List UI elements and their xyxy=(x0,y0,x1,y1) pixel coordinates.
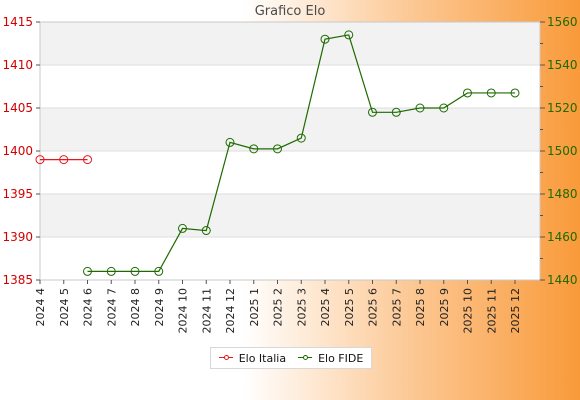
data-point-elo-fide xyxy=(368,107,377,117)
data-point-elo-fide xyxy=(83,266,92,276)
left-axis-tick-label: 1415 xyxy=(2,15,33,29)
series-line-elo-fide xyxy=(87,34,515,272)
data-point-elo-fide xyxy=(130,266,140,276)
left-axis-tick-label: 1405 xyxy=(2,101,33,115)
x-axis-tick-label: 2025 11 xyxy=(485,288,498,334)
data-point-elo-fide xyxy=(344,30,354,40)
data-point-elo-fide xyxy=(154,266,164,276)
x-axis-tick-label: 2025 8 xyxy=(414,288,427,327)
left-axis-tick-label: 1390 xyxy=(2,230,33,244)
x-axis-tick-label: 2025 3 xyxy=(295,288,308,327)
x-axis-tick-label: 2025 6 xyxy=(367,288,380,327)
right-axis-tick-label: 1500 xyxy=(547,144,578,158)
left-axis-tick-label: 1385 xyxy=(2,273,33,287)
grid-band xyxy=(40,108,540,151)
x-axis-tick-label: 2025 7 xyxy=(390,288,403,327)
data-point-elo-fide xyxy=(510,88,520,98)
x-axis-tick-label: 2025 5 xyxy=(343,288,356,327)
data-point-elo-fide xyxy=(320,34,330,44)
x-axis-tick-label: 2025 2 xyxy=(272,288,285,327)
left-axis-tick-label: 1395 xyxy=(2,187,33,201)
x-axis-tick-label: 2024 8 xyxy=(129,288,142,327)
right-axis-tick-label: 1460 xyxy=(547,230,578,244)
data-point-elo-fide xyxy=(249,144,259,154)
data-point-elo-italia xyxy=(59,155,69,165)
x-axis-tick-label: 2025 9 xyxy=(438,288,451,327)
x-axis-tick-label: 2024 9 xyxy=(153,288,166,327)
data-point-elo-fide xyxy=(201,226,211,236)
x-axis-tick-label: 2025 1 xyxy=(248,288,261,327)
legend-item-italia[interactable]: Elo Italia xyxy=(218,351,287,365)
data-point-elo-fide xyxy=(225,137,235,147)
x-axis-tick-label: 2024 6 xyxy=(82,288,95,327)
data-point-elo-fide xyxy=(439,103,449,113)
right-axis-tick-label: 1560 xyxy=(547,15,578,29)
chart-legend: Elo Italia Elo FIDE xyxy=(210,347,372,369)
data-point-elo-fide xyxy=(486,88,496,98)
data-point-elo-italia xyxy=(35,155,45,165)
right-axis-tick-label: 1540 xyxy=(547,58,578,72)
legend-label-fide: Elo FIDE xyxy=(318,351,364,365)
x-axis-tick-label: 2024 11 xyxy=(200,288,213,334)
x-axis-tick-label: 2024 7 xyxy=(105,288,118,327)
grid-band xyxy=(40,22,540,65)
x-axis-tick-label: 2024 10 xyxy=(177,288,190,334)
left-axis-tick-label: 1410 xyxy=(2,58,33,72)
chart-title: Grafico Elo xyxy=(254,4,326,19)
right-axis-tick-label: 1440 xyxy=(547,273,578,287)
legend-label-italia: Elo Italia xyxy=(238,351,287,365)
x-axis-tick-label: 2024 5 xyxy=(58,288,71,327)
left-axis-tick-label: 1400 xyxy=(2,144,33,158)
right-axis-tick-label: 1520 xyxy=(547,101,578,115)
right-axis-tick-label: 1480 xyxy=(547,187,578,201)
grid-band xyxy=(40,194,540,237)
x-axis-tick-label: 2024 12 xyxy=(224,288,237,334)
x-axis-tick-label: 2025 4 xyxy=(319,288,332,327)
data-point-elo-fide xyxy=(273,144,282,154)
legend-marker-fide xyxy=(298,353,313,363)
legend-item-fide[interactable]: Elo FIDE xyxy=(298,352,363,365)
data-point-elo-fide xyxy=(415,103,425,113)
data-point-elo-italia xyxy=(83,155,92,165)
x-axis-tick-label: 2025 12 xyxy=(509,288,522,334)
data-point-elo-fide xyxy=(106,266,116,276)
legend-marker-italia xyxy=(218,353,233,363)
data-point-elo-fide xyxy=(296,133,306,143)
x-axis-tick-label: 2025 10 xyxy=(462,288,475,334)
data-point-elo-fide xyxy=(463,88,472,98)
data-point-elo-fide xyxy=(178,223,187,233)
data-point-elo-fide xyxy=(391,107,401,117)
x-axis-tick-label: 2024 4 xyxy=(34,288,47,327)
